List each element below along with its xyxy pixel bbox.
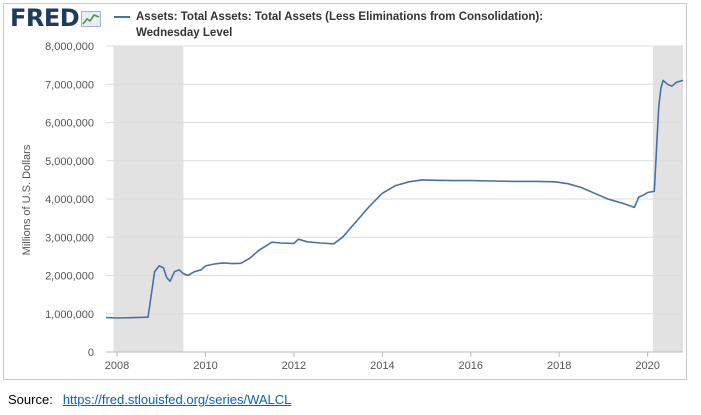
series-line-0 [105,79,684,319]
y-tick-label: 0 [88,347,94,359]
chart-title-line-1: Assets: Total Assets: Total Assets (Less… [136,11,544,23]
y-tick-label: 3,000,000 [45,232,94,244]
source-line: Source: https://fred.stlouisfed.org/seri… [8,392,291,407]
chart-legend: Assets: Total Assets: Total Assets (Less… [114,9,616,41]
fred-chart-icon [81,10,102,27]
x-tick-label: 2018 [547,360,571,372]
x-tick-label: 2010 [193,360,217,372]
y-tick-label: 2,000,000 [45,271,94,283]
y-tick-label: 8,000,000 [45,41,94,53]
y-tick-label: 5,000,000 [45,156,94,168]
y-tick-label: 4,000,000 [45,194,94,206]
y-tick-label: 6,000,000 [45,118,94,130]
fred-logo-text: FRED [10,4,80,32]
x-tick-label: 2008 [105,360,129,372]
source-label: Source: [8,392,53,407]
legend-line-swatch [114,16,130,18]
chart-title-line-2: Wednesday Level [136,27,233,39]
y-tick-label: 7,000,000 [45,79,94,91]
x-tick-label: 2020 [635,360,659,372]
x-tick-label: 2012 [282,360,306,372]
chart-title: Assets: Total Assets: Total Assets (Less… [136,9,616,41]
x-tick-label: 2014 [370,360,394,372]
source-link[interactable]: https://fred.stlouisfed.org/series/WALCL [62,392,292,407]
fred-logo[interactable]: FRED [10,4,102,32]
y-tick-label: 1,000,000 [45,309,94,321]
x-tick-label: 2016 [459,360,483,372]
